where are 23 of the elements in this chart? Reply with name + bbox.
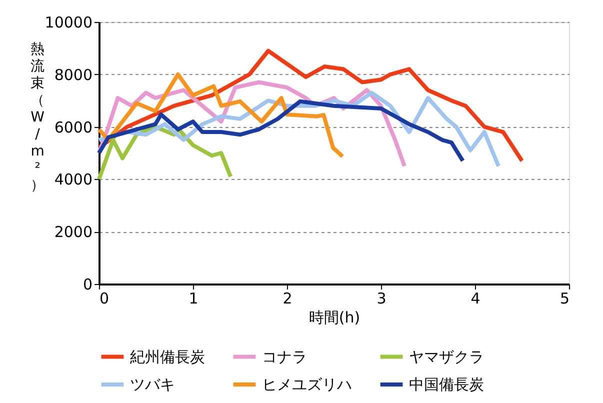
legend-label: ヒメユズリハ: [262, 376, 352, 394]
line-series: [97, 99, 465, 163]
legend-label: 紀州備長炭: [130, 348, 205, 366]
legend-label: コナラ: [262, 348, 307, 366]
y-tick-label: 2000: [54, 223, 92, 242]
y-tick-label: 6000: [54, 118, 92, 136]
x-tick-label: 2: [282, 290, 292, 308]
legend-label: ツバキ: [130, 376, 175, 394]
legend-label: 中国備長炭: [409, 376, 484, 394]
line-series: [97, 48, 524, 163]
y-tick-label: 4000: [54, 170, 92, 189]
y-tick-label: 8000: [54, 66, 92, 84]
x-tick-label: 5: [560, 290, 570, 308]
x-axis-title: 時間(h): [308, 308, 360, 326]
text: 熱流束（W/m²）: [30, 42, 44, 194]
x-tick-label: 3: [376, 290, 386, 308]
x-tick-label: 0: [100, 290, 110, 308]
line-series: [97, 72, 344, 158]
x-tick-label: 4: [470, 290, 480, 308]
y-tick-label: 0: [82, 276, 92, 294]
y-tick-label: 10000: [44, 14, 92, 32]
legend-label: ヤマザクラ: [409, 348, 484, 366]
x-tick-label: 1: [188, 290, 198, 308]
